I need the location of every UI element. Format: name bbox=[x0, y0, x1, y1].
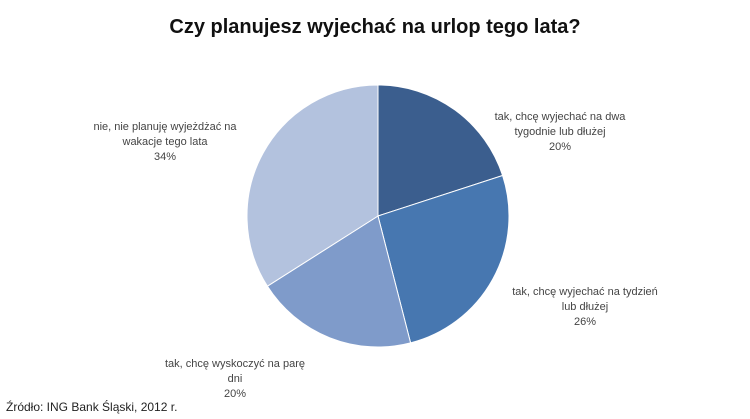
slice-label: tak, chcę wyskoczyć na parę dni 20% bbox=[160, 357, 310, 402]
category-label: tak, chcę wyjechać na tydzień lub dłużej bbox=[512, 286, 658, 313]
source: Źródło: ING Bank Śląski, 2012 r. bbox=[6, 400, 178, 414]
slice-label: tak, chcę wyjechać na dwa tygodnie lub d… bbox=[485, 110, 635, 155]
slice-label: tak, chcę wyjechać na tydzień lub dłużej… bbox=[510, 285, 660, 330]
category-label: nie, nie planuję wyjeżdżać na wakacje te… bbox=[93, 121, 237, 148]
category-label: tak, chcę wyjechać na dwa tygodnie lub d… bbox=[494, 111, 626, 138]
value-label: 20% bbox=[548, 141, 572, 153]
category-label: tak, chcę wyskoczyć na parę dni bbox=[164, 358, 305, 385]
value-label: 34% bbox=[153, 151, 177, 163]
slice bbox=[377, 84, 504, 217]
value-label: 20% bbox=[223, 388, 247, 400]
value-label: 26% bbox=[573, 316, 597, 328]
slice bbox=[266, 215, 412, 348]
slice bbox=[246, 84, 379, 287]
slice bbox=[377, 174, 510, 344]
slice-label: nie, nie planuję wyjeżdżać na wakacje te… bbox=[90, 120, 240, 165]
chart-title: Czy planujesz wyjechać na urlop tego lat… bbox=[169, 16, 581, 38]
